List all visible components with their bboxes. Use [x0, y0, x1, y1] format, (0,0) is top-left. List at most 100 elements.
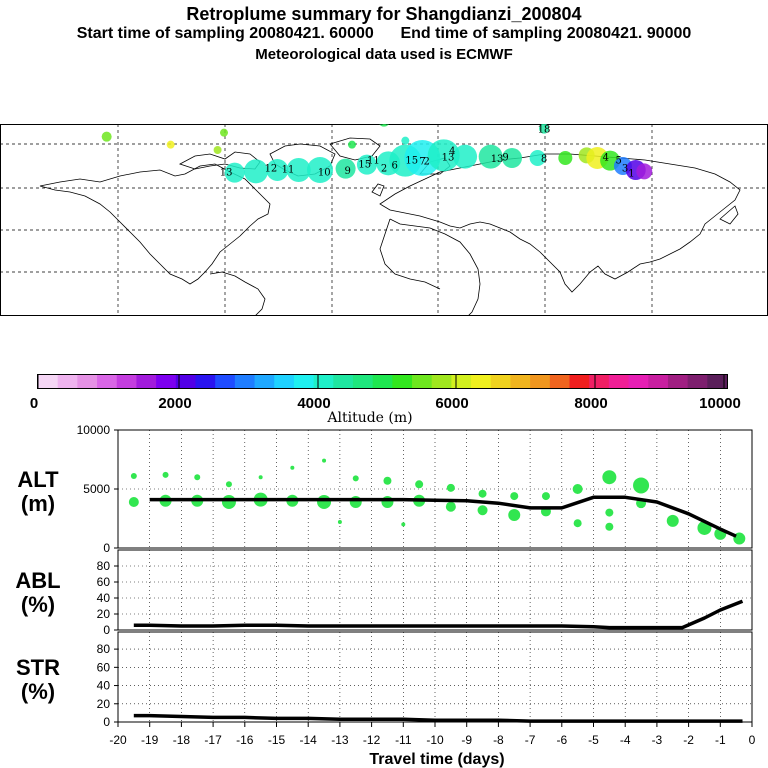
- plume-blob: [379, 124, 389, 127]
- x-tick-label: -9: [461, 733, 472, 747]
- colorbar-cell: [234, 375, 256, 388]
- plume-day-label: 9: [345, 166, 351, 177]
- met-data-note: Meteorological data used is ECMWF: [255, 46, 513, 63]
- y-tick-label: 0: [103, 715, 110, 729]
- colorbar-cell: [530, 375, 551, 388]
- altitude-sample-point: [478, 489, 487, 498]
- plume-day-label: 13: [442, 153, 455, 164]
- plume-blob: [427, 139, 460, 172]
- altitude-sample-point: [162, 471, 169, 478]
- plume-blob: [266, 159, 289, 181]
- x-tick-label: -10: [426, 733, 444, 747]
- series-line-alt: [149, 495, 737, 538]
- colorbar-cell: [274, 375, 295, 388]
- x-tick-label: -18: [173, 733, 191, 747]
- colorbar-label: Altitude (m): [326, 410, 412, 426]
- altitude-sample-point: [633, 477, 650, 494]
- plume-day-label: 5: [615, 155, 621, 166]
- colorbar-cell: [392, 375, 413, 388]
- x-tick-label: -12: [363, 733, 381, 747]
- colorbar-cell: [116, 375, 137, 388]
- x-tick-label: -15: [268, 733, 286, 747]
- colorbar-cell: [549, 375, 571, 388]
- plume-day-label: 13: [220, 167, 233, 178]
- x-tick-label: -6: [556, 733, 567, 747]
- colorbar-cell: [175, 375, 196, 388]
- plume-day-label: 1: [628, 169, 634, 180]
- colorbar-cell: [195, 375, 216, 388]
- x-tick-label: -1: [715, 733, 726, 747]
- altitude-sample-point: [130, 473, 137, 480]
- x-tick-label: -11: [395, 733, 412, 747]
- colorbar-tick-labels: 0 2000 4000 6000 8000 10000: [30, 375, 741, 412]
- colorbar-cell: [333, 375, 354, 388]
- plume-blob: [539, 124, 549, 134]
- colorbar-cell: [431, 375, 452, 388]
- altitude-sample-point: [258, 475, 263, 480]
- colorbar-cell: [77, 375, 98, 388]
- panel-abl: 0 20 40 60 80 ABL(%): [15, 549, 753, 637]
- colorbar-cell: [215, 375, 236, 388]
- end-time: End time of sampling 20080421. 90000: [400, 25, 692, 42]
- altitude-sample-point: [573, 519, 582, 528]
- plume-day-label: 3: [622, 163, 628, 174]
- start-time: Start time of sampling 20080421. 60000: [76, 25, 374, 42]
- plume-day-labels: 1312111091511261572134139845311818: [220, 124, 635, 180]
- plume-blob: [502, 148, 522, 168]
- x-tick-label: -19: [141, 733, 159, 747]
- x-tick-label: -20: [109, 733, 127, 747]
- colorbar-cell: [589, 375, 610, 388]
- y-tick-label: 20: [97, 697, 111, 711]
- x-tick-label: -4: [620, 733, 631, 747]
- altitude-sample-point: [605, 522, 614, 531]
- colorbar-cell: [608, 375, 630, 388]
- panel-alt: 0 5000 10000 ALT(m): [17, 423, 753, 555]
- colorbar-cell: [490, 375, 511, 388]
- plume-blob: [224, 162, 245, 183]
- colorbar-cell: [471, 375, 492, 388]
- plume-day-label: 15: [405, 155, 418, 166]
- colorbar-cell: [372, 375, 393, 388]
- x-tick-label: -14: [300, 733, 318, 747]
- panel-label-unit: (m): [21, 491, 55, 516]
- altitude-sample-point: [445, 501, 456, 512]
- x-axis-label: Travel time (days): [369, 751, 504, 768]
- altitude-sample-point: [290, 465, 295, 470]
- altitude-sample-point: [401, 522, 406, 527]
- altitude-sample-point: [572, 484, 583, 494]
- colorbar-cell: [156, 375, 177, 388]
- colorbar-cell: [628, 375, 649, 388]
- colorbar-cell: [293, 375, 315, 388]
- y-tick-label: 40: [97, 591, 111, 605]
- plume-blob: [356, 154, 377, 175]
- altitude-sample-point: [194, 474, 201, 481]
- y-tick-label: 80: [97, 559, 111, 573]
- altitude-sample-point: [322, 458, 327, 463]
- y-tick-label: 40: [97, 679, 111, 693]
- colorbar-cell: [136, 375, 157, 388]
- altitude-sample-point: [415, 480, 424, 489]
- plume-blob: [335, 158, 356, 179]
- colorbar-cell: [313, 375, 334, 388]
- colorbar-cells: [38, 375, 728, 388]
- colorbar-cell: [687, 375, 708, 388]
- plume-day-label: 11: [282, 165, 295, 176]
- panel-label-main: STR: [16, 655, 60, 680]
- colorbar-cell: [510, 375, 531, 388]
- panel-label-unit: (%): [21, 592, 55, 617]
- altitude-sample-point: [317, 494, 332, 509]
- y-tick-label: 20: [97, 607, 111, 621]
- altitude-sample-point: [477, 505, 488, 516]
- x-tick-label: 0: [749, 733, 756, 747]
- plume-blob: [166, 140, 175, 149]
- x-tick-label: -16: [236, 733, 254, 747]
- colorbar-cell: [648, 375, 669, 388]
- series-line-str: [133, 713, 743, 723]
- colorbar-tick-label: 4000: [297, 395, 330, 412]
- colorbar-tick-label: 10000: [699, 395, 741, 412]
- colorbar-cell: [569, 375, 590, 388]
- y-tick-label: 60: [97, 660, 111, 674]
- altitude-sample-point: [605, 508, 614, 517]
- plume-blob: [213, 146, 222, 154]
- colorbar-tick-label: 6000: [435, 395, 468, 412]
